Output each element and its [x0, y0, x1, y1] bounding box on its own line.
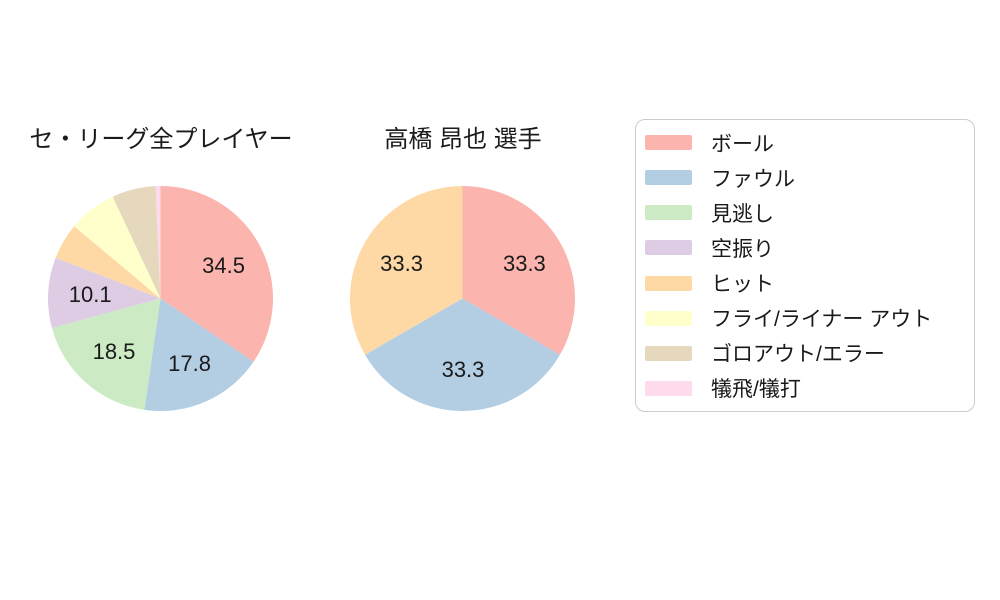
pie-slice: [365, 298, 560, 411]
legend-item: ヒット: [636, 266, 974, 301]
pie-value-label: 18.5: [92, 339, 136, 364]
pie-slice: [350, 186, 463, 355]
legend-item: 空振り: [636, 230, 974, 265]
pie-slice: [48, 257, 161, 328]
pie-slice: [51, 298, 161, 410]
legend-label: ボール: [711, 132, 774, 156]
legend-swatch: [645, 135, 692, 151]
legend-label: フライ/ライナー アウト: [711, 308, 933, 332]
legend-swatch: [645, 345, 692, 361]
pie-slice: [112, 186, 161, 299]
legend-item: ファウル: [636, 160, 974, 195]
legend-swatch: [645, 380, 692, 396]
legend-label: 空振り: [711, 237, 774, 261]
right-pie-title: 高橋 昂也 選手: [384, 126, 542, 153]
legend: ボールファウル見逃し空振りヒットフライ/ライナー アウト ゴロアウト/エラー 犠飛/…: [635, 119, 975, 412]
pie-value-label: 34.5: [202, 252, 246, 278]
legend-label: ファウル: [711, 167, 795, 191]
legend-item: フライ/ライナー アウト: [636, 301, 974, 336]
pie-slice: [74, 196, 161, 299]
legend-swatch: [645, 240, 692, 256]
legend-item: 見逃し: [636, 195, 974, 230]
pie-slice: [160, 186, 273, 362]
pie-slice: [462, 186, 575, 355]
left-pie-title: セ・リーグ全プレイヤー: [29, 126, 293, 153]
pie-chart-league-all: [48, 186, 273, 411]
legend-swatch: [645, 310, 692, 326]
pie-value-label: 17.8: [168, 350, 212, 376]
legend-label: ヒット: [711, 273, 774, 297]
legend-item: ボール: [636, 125, 974, 160]
pie-slice: [155, 186, 161, 299]
legend-label: 犠飛/犠打: [711, 378, 801, 402]
legend-label: 見逃し: [711, 202, 774, 226]
legend-item: ゴロアウト/エラー: [636, 336, 974, 371]
legend-swatch: [645, 170, 692, 186]
pie-value-label: 33.3: [502, 250, 546, 276]
legend-swatch: [645, 275, 692, 291]
pie-value-label: 10.1: [68, 282, 112, 308]
pie-value-label: 33.3: [380, 250, 424, 276]
pie-value-label: 33.3: [441, 356, 485, 382]
pie-slice: [55, 226, 161, 299]
legend-label: ゴロアウト/エラー: [711, 343, 885, 367]
legend-swatch: [645, 205, 692, 221]
legend-item: 犠飛/犠打: [636, 371, 974, 406]
pie-chart-player: [350, 186, 575, 411]
pie-slice: [144, 298, 254, 411]
